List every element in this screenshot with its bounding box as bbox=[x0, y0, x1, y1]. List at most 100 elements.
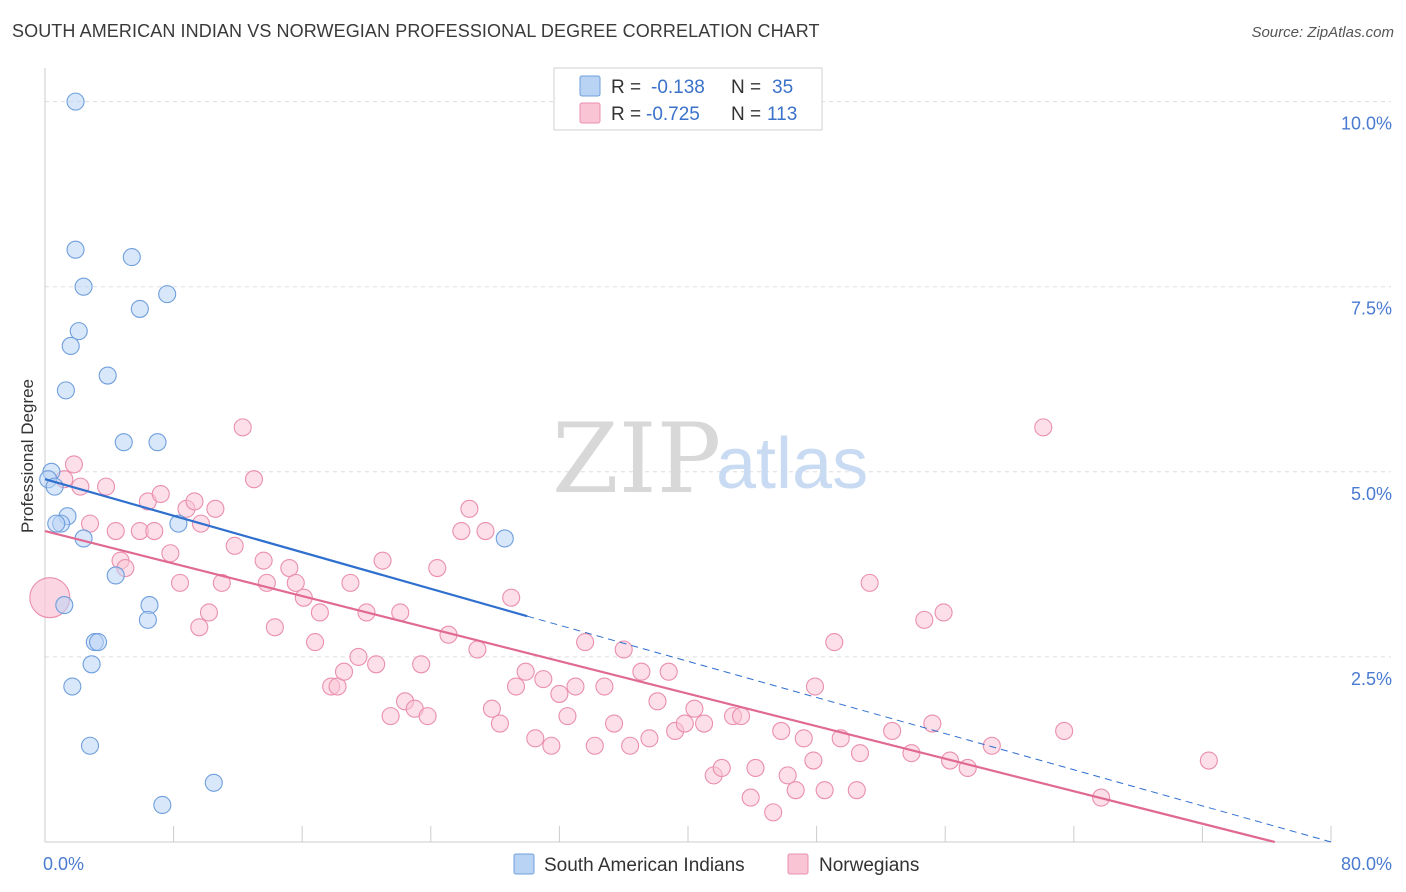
norwegian-point bbox=[244, 470, 264, 489]
norwegian-point bbox=[373, 551, 392, 570]
norwegian-point bbox=[306, 633, 325, 652]
norwegian-point bbox=[502, 588, 521, 607]
south-american-indian-point bbox=[148, 433, 167, 452]
norwegian-point bbox=[490, 714, 509, 733]
south-american-indian-point bbox=[66, 240, 85, 259]
south-american-indian-point bbox=[138, 610, 157, 629]
legend-r-label: R = bbox=[611, 104, 641, 125]
norwegian-point bbox=[576, 633, 595, 652]
south-american-indian-point bbox=[88, 633, 108, 652]
norwegian-point bbox=[145, 521, 164, 541]
south-american-indian-point bbox=[130, 299, 149, 318]
south-american-indian-point bbox=[61, 336, 80, 355]
norwegian-point bbox=[286, 573, 305, 592]
y-tick-label: 2.5% bbox=[1351, 669, 1392, 689]
south-american-indian-point bbox=[80, 736, 100, 755]
south-american-indian-point bbox=[153, 795, 172, 815]
bottom-legend-label: Norwegians bbox=[819, 855, 919, 876]
norwegian-point bbox=[190, 618, 209, 637]
x-tick-label: 0.0% bbox=[43, 854, 84, 874]
norwegian-point bbox=[185, 492, 204, 511]
legend-n-label: N = bbox=[731, 77, 761, 98]
blue-trend-line bbox=[44, 478, 528, 618]
norwegian-point bbox=[772, 721, 791, 740]
norwegian-point bbox=[542, 736, 561, 755]
norwegian-point bbox=[550, 684, 569, 703]
south-american-indians-points bbox=[39, 92, 514, 815]
legend-swatch-pink bbox=[579, 102, 601, 124]
south-american-indian-point bbox=[69, 322, 88, 341]
gridlines bbox=[45, 101, 1391, 658]
norwegian-point bbox=[349, 647, 368, 666]
norwegian-point bbox=[206, 499, 225, 518]
norwegian-point bbox=[558, 707, 577, 726]
legend-r-label: R = bbox=[611, 77, 641, 98]
south-american-indian-point bbox=[204, 773, 223, 792]
south-american-indian-point bbox=[82, 655, 101, 674]
norwegian-point bbox=[731, 707, 751, 726]
bottom-legend-swatch-pink bbox=[787, 853, 809, 875]
norwegian-point bbox=[418, 707, 437, 726]
south-american-indian-point bbox=[114, 433, 133, 452]
norwegian-point bbox=[815, 781, 834, 800]
axes bbox=[44, 68, 1332, 843]
x-tick-label: 80.0% bbox=[1341, 854, 1392, 874]
norwegian-point bbox=[452, 521, 471, 541]
y-axis-label: Professional Degree bbox=[18, 379, 37, 533]
norwegian-point bbox=[794, 729, 813, 748]
norwegian-point bbox=[778, 766, 797, 785]
norwegian-point bbox=[621, 736, 640, 755]
norwegian-point bbox=[367, 655, 386, 674]
norwegian-point bbox=[170, 573, 190, 592]
norwegian-point bbox=[310, 603, 329, 622]
norwegian-point bbox=[506, 677, 526, 696]
norwegian-point bbox=[254, 551, 273, 570]
legend-r-value: -0.725 bbox=[646, 104, 700, 125]
norwegian-point bbox=[97, 477, 116, 496]
norwegian-point bbox=[850, 744, 870, 763]
norwegian-point bbox=[982, 736, 1001, 755]
watermark: ZIP atlas bbox=[552, 403, 868, 515]
norwegian-point bbox=[847, 781, 866, 800]
norwegian-point bbox=[825, 633, 844, 652]
trend-lines bbox=[44, 478, 1332, 844]
norwegian-point bbox=[1199, 751, 1218, 770]
legend-n-value: 113 bbox=[767, 104, 797, 125]
norwegian-point bbox=[786, 781, 805, 800]
norwegian-point bbox=[212, 573, 231, 592]
norwegian-point bbox=[923, 714, 942, 733]
norwegian-point bbox=[381, 707, 400, 726]
norwegian-point bbox=[659, 662, 678, 681]
norwegian-point bbox=[233, 418, 252, 437]
norwegian-point bbox=[534, 670, 553, 689]
norwegian-point bbox=[764, 803, 783, 822]
south-american-indian-point bbox=[98, 366, 117, 385]
norwegian-point bbox=[614, 640, 633, 659]
y-tick-label: 10.0% bbox=[1341, 114, 1392, 134]
legend: R = -0.138 N = 35 R = -0.725 N = 113 bbox=[553, 67, 823, 131]
south-american-indian-point bbox=[122, 248, 141, 267]
norwegian-point bbox=[412, 655, 431, 674]
bottom-legend-swatch-blue bbox=[513, 853, 535, 875]
norwegian-point bbox=[106, 521, 125, 541]
y-tick-labels: 2.5% 5.0% 7.5% 10.0% bbox=[1341, 114, 1392, 689]
norwegian-point bbox=[883, 721, 902, 740]
norwegian-point bbox=[428, 559, 447, 578]
norwegian-point bbox=[741, 788, 760, 807]
norwegian-point bbox=[151, 484, 170, 504]
south-american-indian-point bbox=[63, 677, 82, 696]
chart-title: SOUTH AMERICAN INDIAN VS NORWEGIAN PROFE… bbox=[12, 21, 820, 41]
south-american-indian-point bbox=[56, 381, 75, 400]
norwegian-point bbox=[225, 536, 244, 555]
south-american-indian-point bbox=[47, 514, 66, 533]
norwegian-point bbox=[64, 455, 83, 474]
norwegian-point bbox=[902, 744, 921, 763]
norwegian-point bbox=[805, 677, 825, 696]
pink-trend-line bbox=[44, 529, 1276, 844]
norwegian-point bbox=[1034, 418, 1053, 437]
source-label: Source: ZipAtlas.com bbox=[1251, 24, 1394, 41]
bottom-legend-label: South American Indians bbox=[544, 855, 745, 876]
legend-swatch-blue bbox=[579, 75, 601, 97]
norwegian-point bbox=[595, 677, 614, 696]
